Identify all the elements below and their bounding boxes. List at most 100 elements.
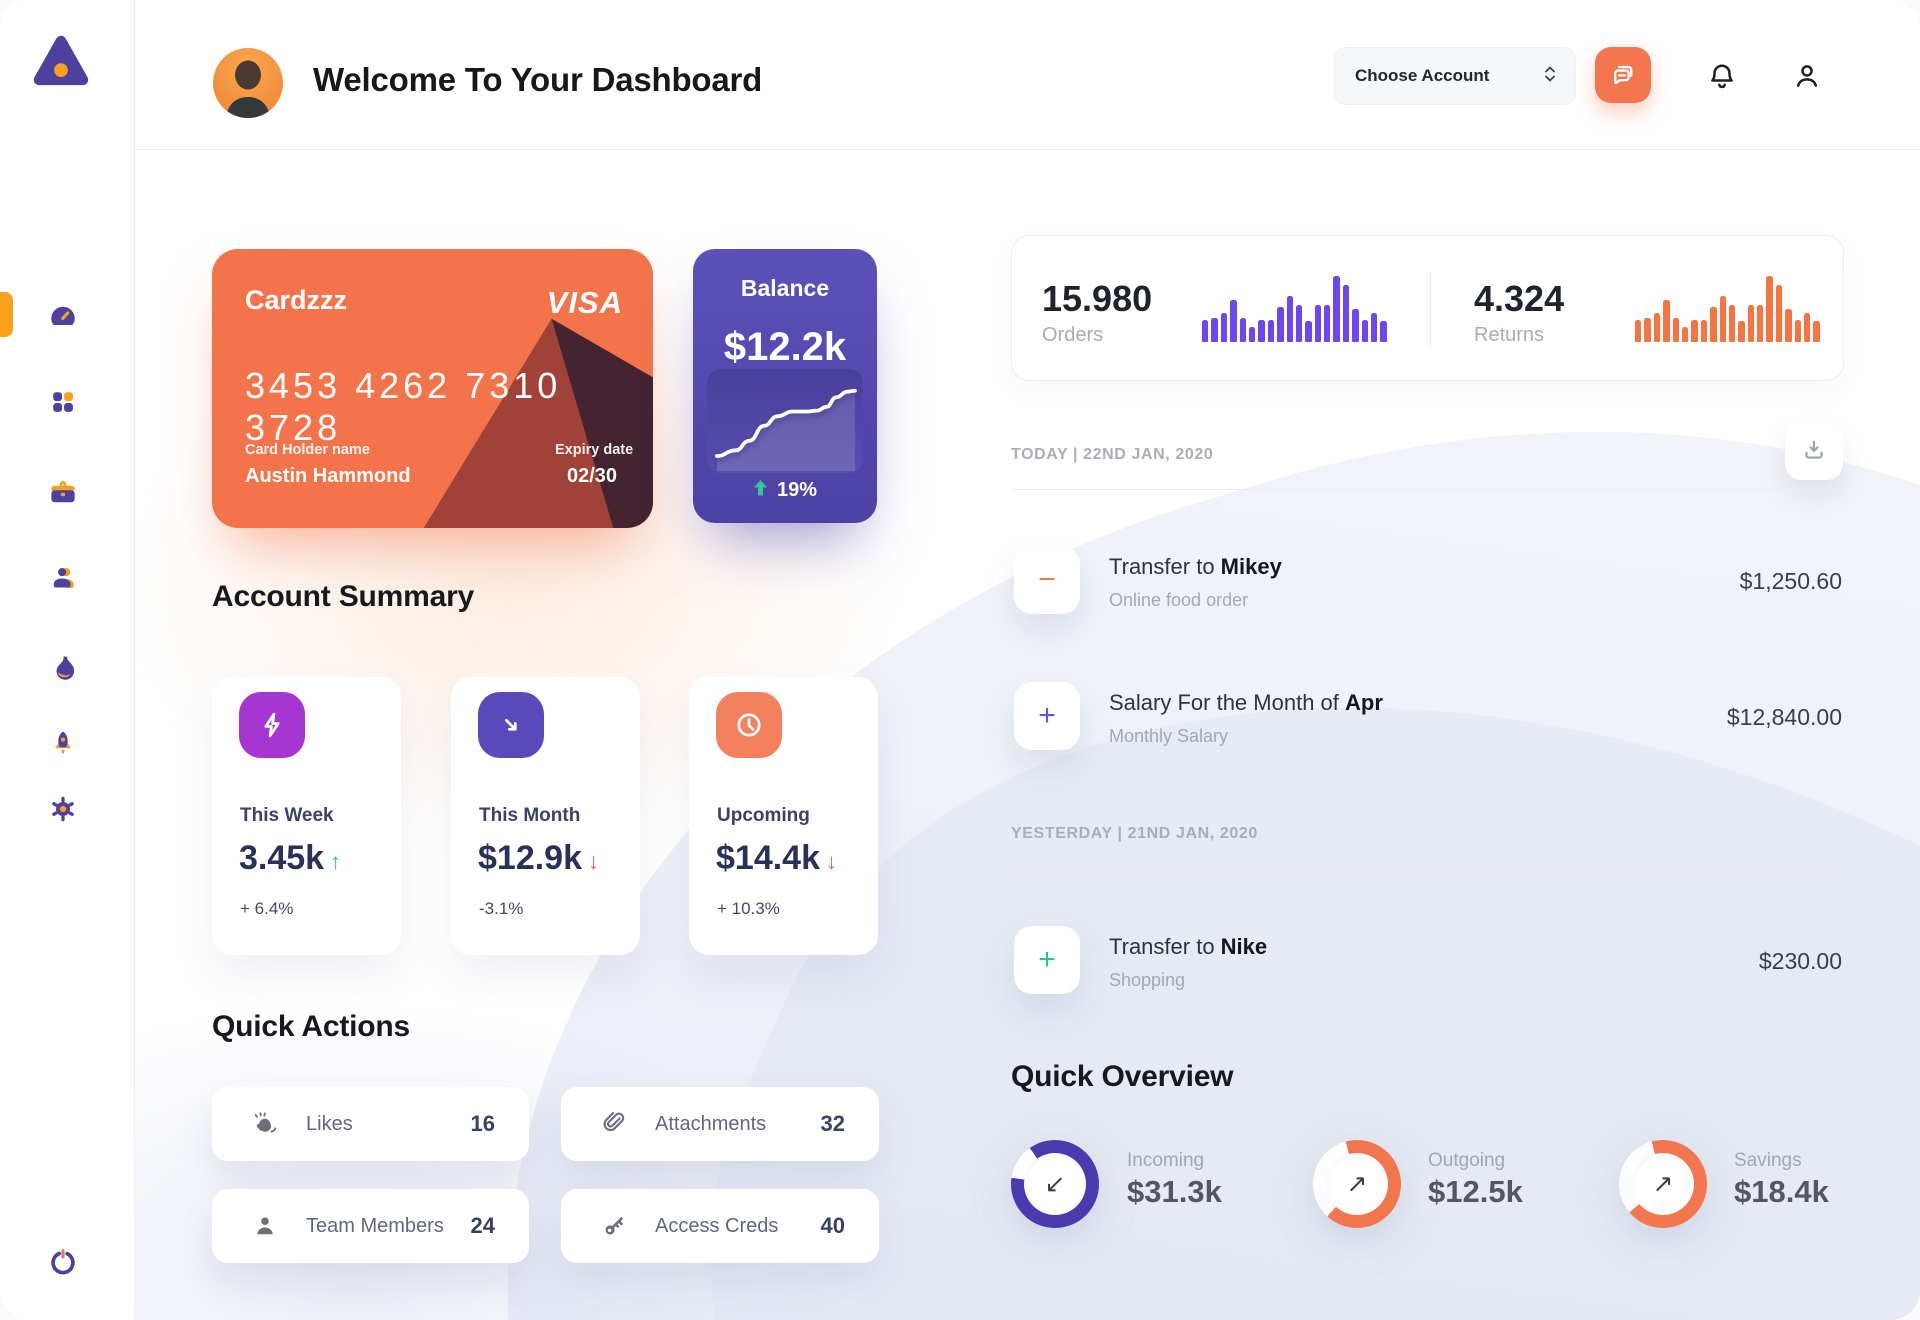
spark-bar — [1653, 313, 1661, 342]
spark-bar — [1267, 320, 1275, 342]
overview-label: Savings — [1734, 1150, 1802, 1171]
notifications-button[interactable] — [1700, 55, 1744, 99]
paperclip-icon — [599, 1109, 629, 1139]
summary-delta: + 6.4% — [240, 899, 294, 918]
summary-label: Upcoming — [717, 805, 810, 826]
incoming-gauge: ↙ — [1011, 1140, 1099, 1228]
spark-bar — [1728, 305, 1736, 342]
quick-action-label: Attachments — [655, 1112, 767, 1135]
transaction-row[interactable]: − Transfer to Mikey Online food order $1… — [1011, 546, 1844, 616]
spark-bar — [1766, 276, 1773, 342]
spark-bar — [1258, 320, 1265, 342]
quick-action-attachments[interactable]: Attachments 32 — [561, 1087, 879, 1161]
spark-bar — [1211, 318, 1218, 342]
summary-label: This Week — [240, 805, 334, 826]
spark-bar — [1644, 318, 1651, 342]
sidebar-item-launch[interactable] — [48, 728, 78, 758]
sidebar-item-team[interactable] — [48, 563, 78, 593]
messages-button[interactable] — [1595, 47, 1651, 103]
spark-bar — [1691, 320, 1698, 342]
quick-action-likes[interactable]: Likes 16 — [212, 1087, 529, 1161]
spark-bar — [1230, 300, 1237, 342]
overview-value: $18.4k — [1734, 1174, 1829, 1209]
member-icon — [250, 1211, 280, 1241]
quick-action-label: Access Creds — [655, 1214, 779, 1237]
returns-sparkline — [1635, 274, 1823, 342]
download-button[interactable] — [1785, 422, 1843, 480]
spark-bar — [1794, 320, 1802, 342]
transaction-title: Transfer to Mikey — [1109, 554, 1282, 579]
trend-arrow: ↓ — [588, 849, 599, 874]
spark-bar — [1277, 307, 1284, 342]
clock-icon — [716, 692, 782, 758]
account-summary-title: Account Summary — [212, 580, 475, 613]
balance-amount: $12.2k — [723, 325, 847, 369]
sidebar-item-apps[interactable] — [48, 388, 78, 418]
spark-bar — [1785, 309, 1792, 342]
summary-label: This Month — [479, 805, 581, 826]
sidebar-item-trending[interactable] — [48, 653, 78, 683]
profile-button[interactable] — [1785, 55, 1829, 99]
user-icon — [48, 568, 78, 596]
arrow-up-right-icon: ↗ — [1346, 1170, 1368, 1198]
transaction-subtitle: Monthly Salary — [1109, 726, 1229, 746]
avatar[interactable] — [213, 48, 283, 118]
spark-bar — [1202, 320, 1209, 342]
rocket-icon — [48, 731, 78, 761]
overview-label: Outgoing — [1428, 1150, 1506, 1171]
balance-title: Balance — [740, 275, 830, 301]
speedometer-icon — [48, 306, 78, 334]
returns-label: Returns — [1474, 324, 1545, 346]
outgoing-gauge: ↗ — [1313, 1140, 1401, 1228]
quick-actions-title: Quick Actions — [212, 1010, 410, 1043]
balance-trend-chart — [707, 369, 863, 473]
sidebar-item-work[interactable] — [48, 477, 78, 507]
quick-action-count: 24 — [470, 1213, 495, 1238]
transaction-subtitle: Shopping — [1109, 970, 1186, 990]
transaction-row[interactable]: + Transfer to Nike Shopping $230.00 — [1011, 926, 1844, 996]
transaction-title: Salary For the Month of Apr — [1109, 690, 1383, 715]
transaction-amount: $230.00 — [1758, 948, 1842, 974]
logout-button[interactable] — [46, 1244, 80, 1281]
sidebar-item-dashboard[interactable] — [48, 301, 78, 331]
balance-card: Balance $12.2k 19% — [693, 249, 877, 523]
balance-change: 19% — [693, 479, 877, 502]
spark-bar — [1681, 327, 1689, 342]
sidebar-item-settings[interactable] — [48, 794, 78, 824]
divider — [1011, 489, 1844, 490]
returns-value: 4.324 — [1474, 278, 1565, 319]
spark-bar — [1719, 296, 1726, 342]
card-holder-label: Card Holder name — [245, 442, 370, 458]
chat-icon — [1608, 59, 1638, 92]
quick-action-count: 32 — [820, 1111, 845, 1136]
quick-action-access-creds[interactable]: Access Creds 40 — [561, 1189, 879, 1263]
spark-bar — [1804, 313, 1811, 342]
spark-bar — [1286, 296, 1293, 342]
spark-bar — [1710, 307, 1717, 342]
spark-bar — [1342, 285, 1350, 342]
trend-arrow-icon — [478, 692, 544, 758]
transaction-subtitle: Online food order — [1109, 590, 1249, 610]
spark-bar — [1248, 327, 1256, 342]
credit-card: Cardzzz VISA 3453 4262 7310 3728 Card Ho… — [212, 249, 653, 528]
sidebar — [0, 0, 135, 1320]
day-heading-yesterday: YESTERDAY | 21ND JAN, 2020 — [1011, 825, 1258, 842]
spark-bar — [1239, 318, 1246, 342]
transaction-row[interactable]: + Salary For the Month of Apr Monthly Sa… — [1011, 682, 1844, 752]
user-icon — [1791, 60, 1823, 95]
arrow-down-left-icon: ↙ — [1044, 1170, 1066, 1198]
spark-bar — [1663, 300, 1670, 342]
grid-icon — [49, 392, 77, 419]
balance-change-value: 19% — [776, 479, 818, 501]
spark-bar — [1371, 313, 1378, 342]
spark-bar — [1672, 318, 1679, 342]
choose-account-select[interactable]: Choose Account — [1334, 47, 1576, 105]
quick-action-team-members[interactable]: Team Members 24 — [212, 1189, 529, 1263]
spark-bar — [1775, 285, 1783, 342]
spark-bar — [1220, 313, 1228, 342]
spark-bar — [1700, 320, 1708, 342]
day-heading-today: TODAY | 22ND JAN, 2020 — [1011, 446, 1214, 463]
divider — [1011, 872, 1844, 873]
spark-bar — [1333, 276, 1340, 342]
